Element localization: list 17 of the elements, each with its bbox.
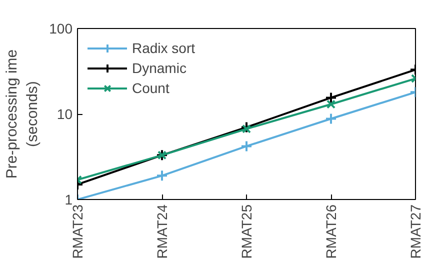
y-tick-label: 10 <box>56 106 73 122</box>
legend-label: Radix sort <box>132 40 196 56</box>
y-axis-title: Pre-processing ime (seconds) <box>4 49 42 179</box>
point <box>242 124 252 134</box>
legend-label: Count <box>132 80 170 96</box>
point <box>240 140 252 152</box>
point <box>240 121 252 134</box>
x-tick-label: RMAT27 <box>408 204 424 259</box>
point <box>325 92 337 104</box>
y-tick-label: 100 <box>49 20 73 36</box>
point <box>156 170 168 182</box>
point <box>326 100 336 109</box>
x-tick-label: RMAT25 <box>238 204 254 259</box>
point <box>325 112 337 125</box>
x-tick-label: RMAT26 <box>323 204 339 259</box>
x-tick-label: RMAT24 <box>154 204 170 259</box>
legend-label: Dynamic <box>132 60 186 76</box>
